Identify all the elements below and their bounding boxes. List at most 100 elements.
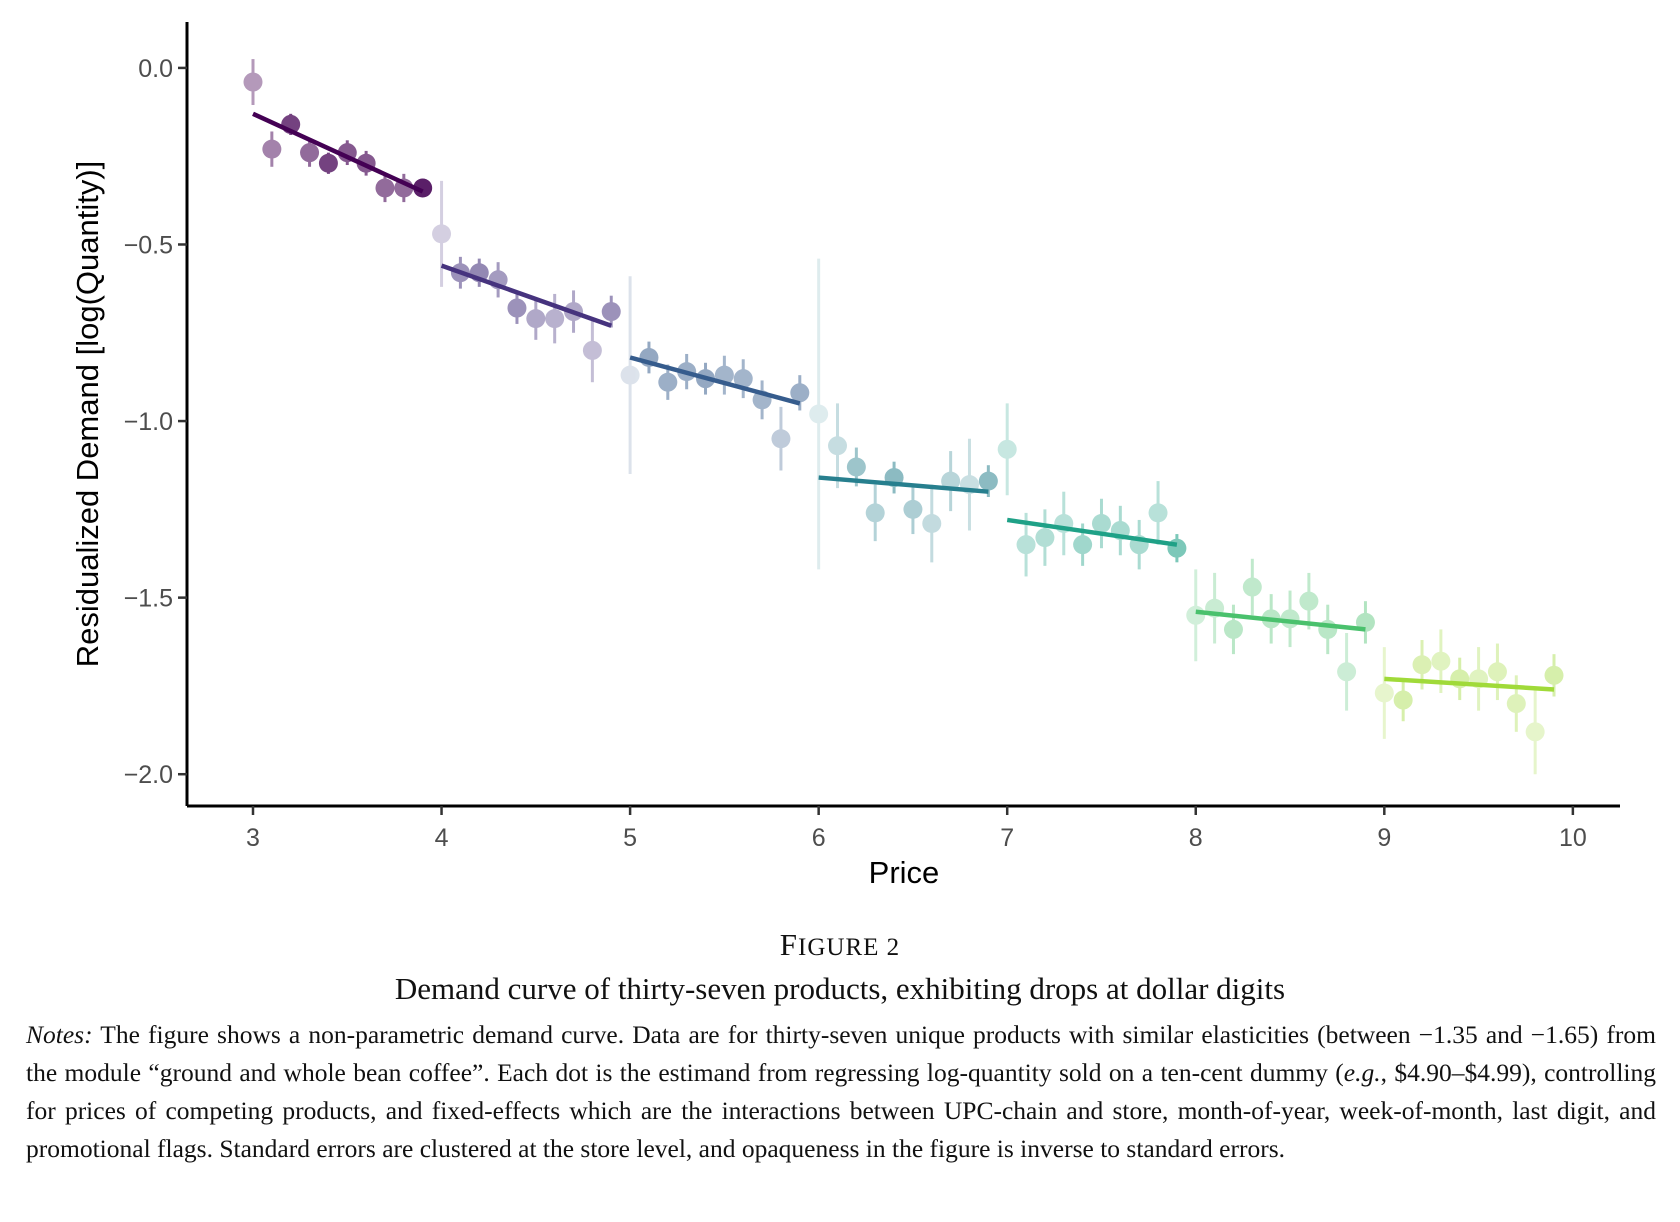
- point-marker: [1487, 662, 1507, 682]
- data-point: [752, 380, 772, 420]
- data-point: [601, 295, 621, 328]
- point-marker: [375, 178, 395, 198]
- point-marker: [828, 436, 848, 456]
- data-point: [262, 131, 282, 167]
- data-point: [733, 359, 753, 399]
- point-marker: [1186, 605, 1206, 625]
- plot-layer: [243, 59, 1564, 775]
- segment-fit-line: [252, 111, 424, 194]
- data-point: [1205, 572, 1225, 644]
- data-point: [1525, 689, 1545, 775]
- x-axis-title: Price: [869, 855, 940, 890]
- data-point: [1186, 569, 1206, 662]
- point-marker: [620, 365, 640, 385]
- point-marker: [507, 298, 527, 318]
- point-marker: [1412, 655, 1432, 675]
- point-marker: [545, 309, 565, 329]
- data-point: [1450, 657, 1470, 701]
- data-point: [809, 258, 829, 570]
- x-tick-label: 7: [1000, 824, 1014, 852]
- point-marker: [262, 139, 282, 159]
- data-point: [1337, 632, 1357, 711]
- y-tick-label: 0.0: [138, 55, 173, 83]
- figure-label: FIGURE 2: [0, 925, 1680, 968]
- point-marker: [658, 372, 678, 392]
- point-marker: [997, 439, 1017, 459]
- point-marker: [1393, 690, 1413, 710]
- data-point: [1299, 572, 1319, 630]
- notes-eg: e.g.: [1343, 1058, 1381, 1087]
- data-point: [1223, 604, 1243, 655]
- point-marker: [243, 72, 263, 92]
- x-tick-label: 10: [1559, 824, 1587, 852]
- segment-fit-line: [1384, 676, 1555, 692]
- figure-caption: FIGURE 2 Demand curve of thirty-seven pr…: [0, 925, 1680, 1168]
- point-marker: [582, 340, 602, 360]
- point-marker: [1073, 535, 1093, 555]
- point-marker: [1431, 651, 1451, 671]
- data-point: [941, 451, 961, 512]
- y-tick-label: −2.0: [124, 761, 173, 789]
- data-point: [507, 292, 527, 324]
- data-point: [922, 484, 942, 563]
- data-point: [620, 276, 640, 475]
- point-marker: [432, 224, 452, 244]
- figure-label-initial: F: [779, 927, 799, 962]
- point-marker: [1242, 577, 1262, 597]
- x-tick-label: 8: [1189, 824, 1203, 852]
- data-point: [1167, 534, 1187, 563]
- figure-label-rest: IGURE 2: [798, 934, 901, 961]
- point-marker: [846, 457, 866, 477]
- point-marker: [1525, 722, 1545, 742]
- point-marker: [526, 309, 546, 329]
- segment-fit-line: [1006, 517, 1178, 547]
- data-point: [1035, 509, 1055, 566]
- point-marker: [601, 302, 621, 322]
- point-marker: [318, 153, 338, 173]
- data-point: [1129, 519, 1149, 570]
- data-point: [1318, 604, 1338, 655]
- data-point: [526, 297, 546, 340]
- data-point: [243, 59, 263, 105]
- segment-fit-line: [629, 355, 801, 406]
- data-point: [1374, 647, 1394, 739]
- point-marker: [790, 383, 810, 403]
- figure-title: Demand curve of thirty-seven products, e…: [394, 971, 1286, 1006]
- notes-label: Notes:: [26, 1020, 93, 1049]
- data-point: [771, 406, 791, 471]
- point-marker: [1506, 694, 1526, 714]
- x-tick-label: 4: [435, 824, 449, 852]
- data-point: [1469, 647, 1489, 711]
- figure-notes: Notes: The figure shows a non-parametric…: [26, 1016, 1656, 1168]
- segment-fit-line: [818, 475, 989, 494]
- data-point: [903, 484, 923, 535]
- point-marker: [413, 178, 433, 198]
- point-marker: [300, 143, 320, 163]
- demand-scatter-chart: 3 4 5 6 7 8 9 10 0.0 −0.5 −1.0 −1.5 −2.0 Price Resid…: [70, 22, 1620, 890]
- segment-fit-line: [440, 263, 612, 328]
- data-point: [1506, 675, 1526, 732]
- point-marker: [1035, 528, 1055, 548]
- point-marker: [978, 471, 998, 491]
- point-marker: [865, 503, 885, 523]
- data-point: [1110, 505, 1130, 556]
- data-point: [1091, 498, 1111, 549]
- data-point: [432, 180, 452, 287]
- point-marker: [1337, 662, 1357, 682]
- data-point: [828, 403, 848, 489]
- data-point: [865, 484, 885, 542]
- point-marker: [1544, 665, 1564, 685]
- data-point: [413, 178, 433, 198]
- data-point: [639, 341, 659, 374]
- point-marker: [809, 404, 829, 424]
- x-tick-label: 9: [1377, 824, 1391, 852]
- notes-text-part1: The figure shows a non-parametric demand…: [26, 1020, 1656, 1087]
- y-tick-label: −0.5: [124, 231, 173, 259]
- data-point: [318, 152, 338, 174]
- x-tick-label: 3: [246, 824, 260, 852]
- chart-area: 3 4 5 6 7 8 9 10 0.0 −0.5 −1.0 −1.5 −2.0 Price Resid…: [70, 22, 1620, 890]
- data-point: [884, 461, 904, 494]
- notes-text-part2: , $4.90–$4.99), controlling for prices o…: [26, 1058, 1656, 1163]
- y-tick-label: −1.0: [124, 408, 173, 436]
- data-point: [375, 173, 395, 203]
